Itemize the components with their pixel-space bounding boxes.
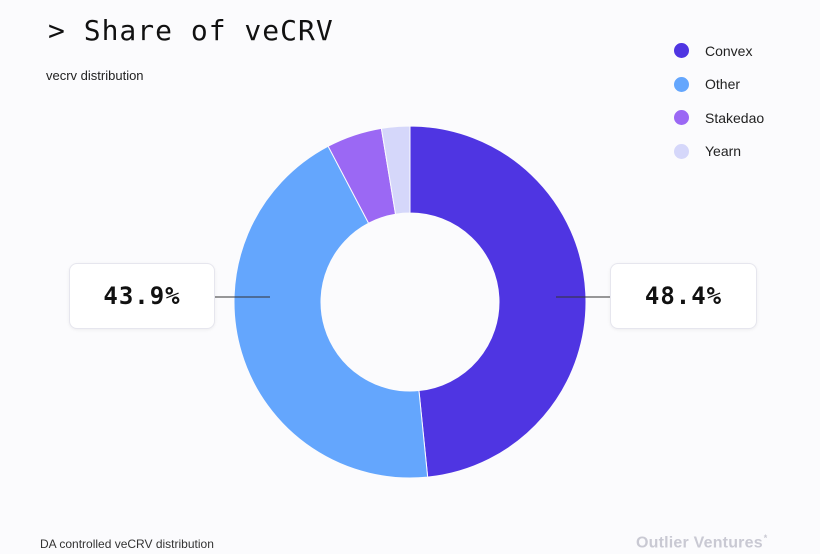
legend-swatch-yearn bbox=[674, 143, 689, 159]
legend-label-yearn: Yearn bbox=[705, 143, 742, 160]
footer-note: DA controlled veCRV distribution bbox=[40, 537, 214, 551]
legend-item-convex: Convex bbox=[674, 34, 814, 68]
legend-swatch-convex bbox=[674, 43, 689, 59]
legend-swatch-stakedao bbox=[674, 110, 689, 126]
slice-yearn bbox=[380, 125, 411, 215]
chart-subtitle: vecrv distribution bbox=[46, 68, 144, 83]
legend-label-other: Other bbox=[705, 76, 741, 93]
legend-label-convex: Convex bbox=[705, 42, 753, 59]
data-label-convex: 48.4% bbox=[610, 263, 757, 329]
slice-other bbox=[233, 145, 429, 479]
legend-item-stakedao: Stakedao bbox=[674, 101, 814, 135]
legend-label-stakedao: Stakedao bbox=[705, 109, 765, 126]
legend-item-other: Other bbox=[674, 68, 814, 102]
brand-logo: Outlier Ventures* bbox=[636, 533, 768, 552]
brand-mark: * bbox=[763, 533, 768, 543]
slice-convex bbox=[409, 125, 587, 478]
page-title: > Share of veCRV bbox=[48, 14, 334, 47]
data-label-other: 43.9% bbox=[69, 263, 215, 329]
legend-swatch-other bbox=[674, 76, 689, 92]
chart-legend: Convex Other Stakedao Yearn bbox=[674, 34, 814, 168]
brand-name: Outlier Ventures bbox=[636, 534, 763, 552]
legend-item-yearn: Yearn bbox=[674, 135, 814, 169]
